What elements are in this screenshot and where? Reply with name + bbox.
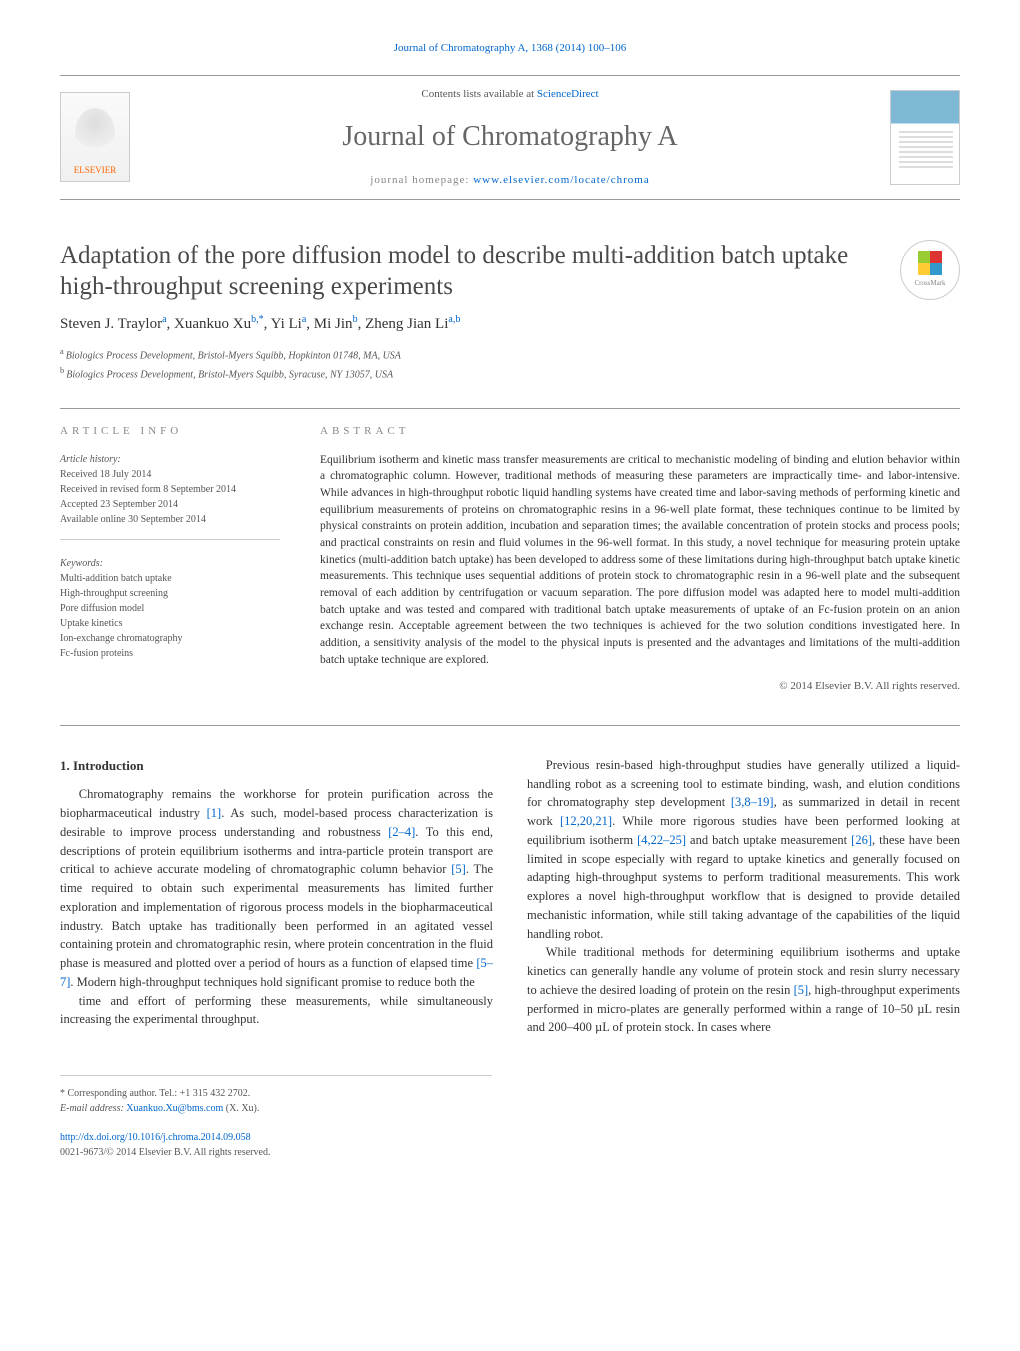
article-info-head: article info (60, 423, 280, 440)
intro-heading: 1. Introduction (60, 756, 493, 776)
citation-link[interactable]: [2–4] (388, 825, 415, 839)
citation-link[interactable]: [1] (207, 806, 222, 820)
history-line: Available online 30 September 2014 (60, 512, 280, 527)
history-line: Received 18 July 2014 (60, 467, 280, 482)
contents-prefix: Contents lists available at (421, 88, 536, 100)
corresponding-author: * Corresponding author. Tel.: +1 315 432… (60, 1086, 492, 1101)
citation-link[interactable]: [5–7] (60, 956, 493, 989)
author-sup: a (302, 314, 306, 325)
article-history-block: Article history: Received 18 July 2014Re… (60, 452, 280, 540)
citation-link[interactable]: [5] (794, 983, 809, 997)
author: Steven J. Traylora (60, 316, 167, 332)
footnote-block: * Corresponding author. Tel.: +1 315 432… (60, 1075, 492, 1160)
body-paragraph: While traditional methods for determinin… (527, 943, 960, 1037)
body-columns: 1. Introduction Chromatography remains t… (60, 756, 960, 1037)
info-abstract-row: article info Article history: Received 1… (60, 408, 960, 695)
author: Mi Jinb (314, 316, 358, 332)
contents-line: Contents lists available at ScienceDirec… (148, 86, 872, 103)
article-title: Adaptation of the pore diffusion model t… (60, 240, 880, 303)
elsevier-logo: ELSEVIER (60, 92, 130, 182)
article-info: article info Article history: Received 1… (60, 423, 280, 695)
keyword: Ion-exchange chromatography (60, 631, 280, 646)
citation-link[interactable]: [4,22–25] (637, 833, 686, 847)
author: Xuankuo Xub,* (174, 316, 264, 332)
citation-link[interactable]: [3,8–19] (731, 795, 774, 809)
crossmark-label: CrossMark (914, 278, 945, 289)
keywords-block: Keywords: Multi-addition batch uptakeHig… (60, 556, 280, 673)
body-paragraph: Chromatography remains the workhorse for… (60, 785, 493, 991)
email-line: E-mail address: Xuankuo.Xu@bms.com (X. X… (60, 1101, 492, 1116)
body-paragraph: time and effort of performing these meas… (60, 992, 493, 1030)
header-middle: Contents lists available at ScienceDirec… (148, 86, 872, 189)
section-divider (60, 725, 960, 726)
publisher-label: ELSEVIER (74, 164, 117, 178)
homepage-link[interactable]: www.elsevier.com/locate/chroma (473, 174, 650, 186)
sciencedirect-link[interactable]: ScienceDirect (537, 88, 599, 100)
email-label: E-mail address: (60, 1103, 126, 1114)
abstract-text: Equilibrium isotherm and kinetic mass tr… (320, 452, 960, 669)
email-suffix: (X. Xu). (226, 1103, 260, 1114)
homepage-line: journal homepage: www.elsevier.com/locat… (148, 172, 872, 189)
keyword: Uptake kinetics (60, 616, 280, 631)
author: Yi Lia (271, 316, 307, 332)
journal-name: Journal of Chromatography A (148, 116, 872, 158)
body-paragraph: Previous resin-based high-throughput stu… (527, 756, 960, 944)
author-sup: b,* (251, 314, 264, 325)
author-sup: a,b (448, 314, 460, 325)
history-label: Article history: (60, 454, 121, 465)
author-sup: b (353, 314, 358, 325)
author-sup: a (162, 314, 166, 325)
keywords-label: Keywords: (60, 558, 103, 569)
abstract-block: abstract Equilibrium isotherm and kineti… (320, 423, 960, 695)
title-row: Adaptation of the pore diffusion model t… (60, 240, 960, 303)
journal-cover-thumb (890, 90, 960, 185)
authors-line: Steven J. Traylora, Xuankuo Xub,*, Yi Li… (60, 312, 960, 336)
email-link[interactable]: Xuankuo.Xu@bms.com (126, 1103, 223, 1114)
crossmark-icon (918, 251, 942, 275)
journal-header: ELSEVIER Contents lists available at Sci… (60, 75, 960, 200)
keyword: Multi-addition batch uptake (60, 571, 280, 586)
issn-line: 0021-9673/© 2014 Elsevier B.V. All right… (60, 1147, 270, 1158)
homepage-prefix: journal homepage: (370, 174, 473, 186)
citation-link[interactable]: [5] (451, 862, 466, 876)
author: Zheng Jian Lia,b (365, 316, 460, 332)
top-citation: Journal of Chromatography A, 1368 (2014)… (60, 40, 960, 57)
affiliation: b Biologics Process Development, Bristol… (60, 365, 960, 382)
keyword: Fc-fusion proteins (60, 646, 280, 661)
top-citation-link[interactable]: Journal of Chromatography A, 1368 (2014)… (394, 42, 627, 54)
elsevier-tree-icon (75, 108, 115, 158)
copyright-line: © 2014 Elsevier B.V. All rights reserved… (320, 678, 960, 695)
doi-link[interactable]: http://dx.doi.org/10.1016/j.chroma.2014.… (60, 1132, 251, 1143)
crossmark-badge[interactable]: CrossMark (900, 240, 960, 300)
doi-block: http://dx.doi.org/10.1016/j.chroma.2014.… (60, 1130, 492, 1160)
citation-link[interactable]: [26] (851, 833, 872, 847)
history-line: Accepted 23 September 2014 (60, 497, 280, 512)
citation-link[interactable]: [12,20,21] (560, 814, 612, 828)
affiliations: a Biologics Process Development, Bristol… (60, 346, 960, 383)
keyword: High-throughput screening (60, 586, 280, 601)
affiliation: a Biologics Process Development, Bristol… (60, 346, 960, 363)
abstract-head: abstract (320, 423, 960, 440)
history-line: Received in revised form 8 September 201… (60, 482, 280, 497)
keyword: Pore diffusion model (60, 601, 280, 616)
